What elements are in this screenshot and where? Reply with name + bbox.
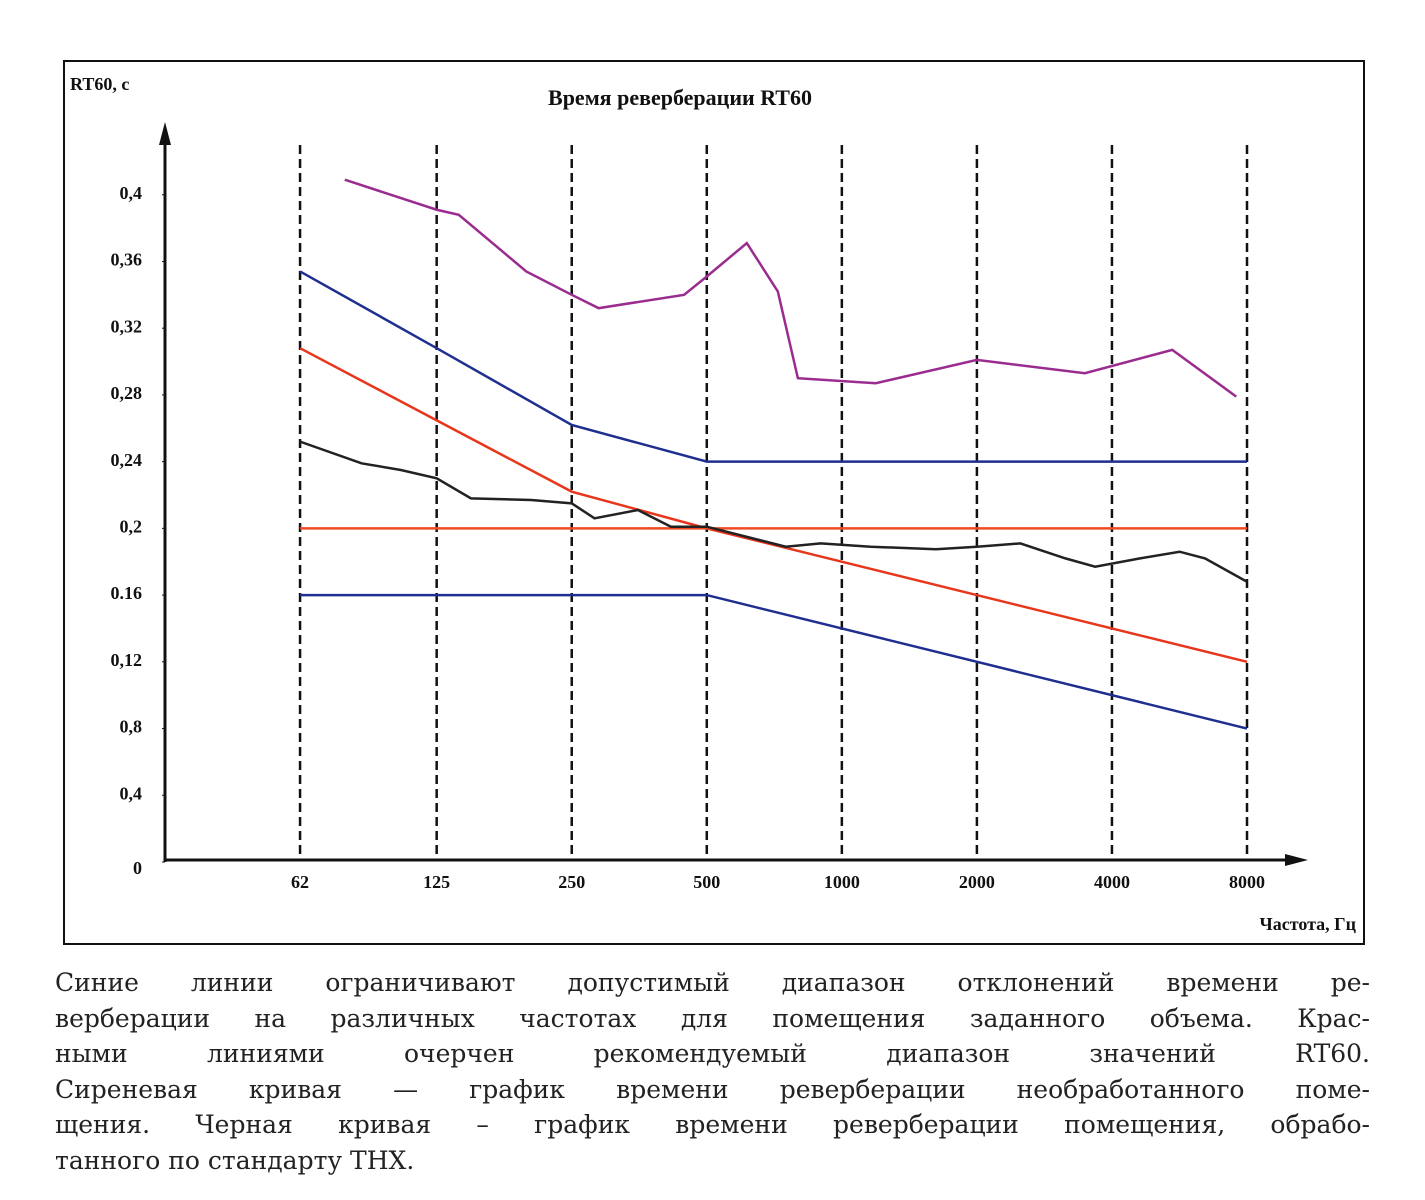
caption-line: ными линиями очерчен рекомендуемый диапа… <box>55 1039 1370 1068</box>
line-series <box>299 347 1248 664</box>
y-tick-label: 0,28 <box>111 383 143 403</box>
caption-line: верберации на различных частотах для пом… <box>55 1003 1370 1033</box>
x-tick-label: 125 <box>423 872 450 892</box>
caption-line: щения. Черная кривая – график времени ре… <box>55 1110 1370 1139</box>
y-axis-arrow <box>159 122 171 145</box>
y-tick-label: 0.16 <box>111 583 143 603</box>
x-tick-label: 2000 <box>959 872 995 892</box>
x-tick-label: 500 <box>693 872 720 892</box>
x-axis-label: Частота, Гц <box>1260 914 1357 934</box>
line-series <box>299 270 1248 463</box>
y-tick-label: 0,2 <box>120 516 143 536</box>
y-tick-label: 0,8 <box>120 717 143 737</box>
y-tick-label: 0,4 <box>120 183 143 203</box>
y-tick-label: 0,36 <box>111 250 143 270</box>
caption-line: Сиреневая кривая — график времени реверб… <box>55 1074 1370 1104</box>
x-tick-label: 8000 <box>1229 872 1265 892</box>
x-tick-label: 250 <box>558 872 585 892</box>
x-tick-label: 62 <box>291 872 309 892</box>
y-tick-label: 0,4 <box>120 783 143 803</box>
line-series <box>344 178 1237 398</box>
line-series <box>299 440 1248 583</box>
y-axis-label: RT60, с <box>70 74 129 94</box>
chart-frame <box>63 60 1365 945</box>
x-tick-label: 4000 <box>1094 872 1130 892</box>
chart-title: Время реверберации RT60 <box>548 85 812 110</box>
caption: Синие линии ограничивают допустимый диап… <box>55 965 1370 1178</box>
line-series <box>300 593 1248 730</box>
chart: Время реверберации RT60 RT60, с Частота,… <box>63 60 1365 945</box>
x-axis-arrow <box>1285 854 1308 866</box>
y-tick-label: 0 <box>133 858 142 878</box>
caption-line: танного по стандарту THX. <box>55 1145 415 1175</box>
y-tick-label: 0,12 <box>111 650 143 670</box>
y-tick-label: 0,24 <box>111 450 143 470</box>
x-tick-label: 1000 <box>824 872 860 892</box>
caption-line: Синие линии ограничивают допустимый диап… <box>55 968 1370 997</box>
y-tick-label: 0,32 <box>111 316 143 336</box>
